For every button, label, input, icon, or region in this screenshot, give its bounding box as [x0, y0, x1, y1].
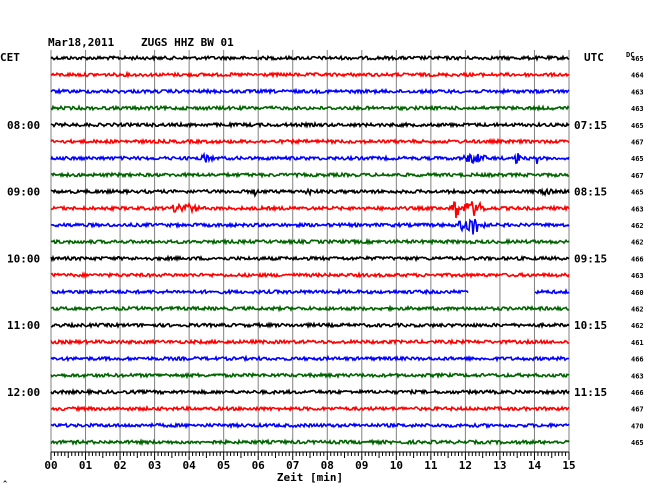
seismic-trace [50, 218, 570, 235]
seismic-trace [50, 87, 570, 96]
dc-value: 462 [631, 306, 644, 314]
dc-value: 465 [631, 155, 644, 163]
seismic-trace [50, 404, 570, 413]
left-hour-label: 09:00 [7, 186, 40, 199]
right-hour-label: 11:15 [574, 386, 607, 399]
seismic-trace [50, 354, 570, 363]
x-tick-label: 15 [562, 459, 575, 472]
seismic-trace [51, 321, 570, 330]
seismic-trace [50, 438, 570, 447]
seismic-trace [50, 237, 570, 246]
minute-grid [50, 50, 570, 452]
dc-value: 467 [631, 406, 644, 414]
x-tick-label: 07 [286, 459, 299, 472]
seismic-trace [50, 70, 570, 79]
dc-value: 463 [631, 372, 644, 380]
corner-mark: ^ [3, 480, 8, 488]
seismic-trace [50, 304, 570, 313]
x-tick-label: 02 [113, 459, 126, 472]
seismic-trace [50, 137, 570, 146]
seismic-trace [50, 54, 570, 62]
left-hour-label: 11:00 [7, 319, 40, 332]
chart-station: ZUGS HHZ BW 01 [141, 36, 234, 49]
left-timezone-label: CET [0, 51, 20, 64]
dc-value: 467 [631, 172, 644, 180]
x-tick-label: 10 [390, 459, 403, 472]
dc-value: 465 [631, 439, 644, 447]
seismic-trace [51, 287, 570, 296]
seismic-trace [50, 271, 570, 280]
dc-value: 463 [631, 272, 644, 280]
dc-value: 460 [631, 289, 644, 297]
right-timezone-label: UTC [584, 51, 604, 64]
seismic-trace [50, 371, 570, 380]
x-tick-label: 05 [217, 459, 230, 472]
dc-value: 465 [631, 122, 644, 130]
seismic-trace [50, 387, 570, 397]
x-tick-label: 11 [424, 459, 438, 472]
dc-value: 466 [631, 356, 644, 364]
dc-value: 461 [631, 339, 644, 347]
dc-value: 467 [631, 139, 644, 147]
seismic-trace [50, 171, 570, 179]
dc-value: 462 [631, 222, 644, 230]
dc-value: 465 [631, 55, 644, 63]
dc-value: 462 [631, 239, 644, 247]
x-tick-label: 13 [493, 459, 506, 472]
dc-value: 463 [631, 88, 644, 96]
dc-value: 462 [631, 322, 644, 330]
seismic-trace [50, 104, 570, 112]
right-hour-label: 10:15 [574, 319, 607, 332]
dc-value: 463 [631, 105, 644, 113]
seismic-trace [50, 151, 570, 165]
x-tick-label: 08 [321, 459, 334, 472]
dc-header-label: DC [626, 51, 634, 59]
seismic-trace [50, 200, 570, 219]
trace-group [50, 54, 570, 447]
dc-value: 466 [631, 255, 644, 263]
right-hour-label: 09:15 [574, 252, 607, 265]
x-tick-label: 03 [148, 459, 161, 472]
left-hour-label: 12:00 [7, 386, 40, 399]
seismic-trace [50, 187, 570, 199]
x-tick-label: 06 [252, 459, 266, 472]
seismic-trace [50, 254, 570, 263]
x-tick-label: 04 [183, 459, 197, 472]
chart-date: Mar18,2011 [48, 36, 115, 49]
x-tick-label: 09 [355, 459, 368, 472]
dc-value: 465 [631, 189, 644, 197]
x-tick-label: 01 [79, 459, 93, 472]
left-hour-label: 10:00 [7, 252, 40, 265]
seismic-trace [50, 337, 570, 346]
seismic-trace [50, 421, 570, 430]
right-hour-label: 07:15 [574, 119, 607, 132]
x-tick-label: 14 [528, 459, 542, 472]
dc-value: 470 [631, 422, 644, 430]
dc-value: 464 [631, 72, 644, 80]
x-axis-title: Zeit [min] [277, 471, 343, 484]
x-tick-label: 12 [459, 459, 472, 472]
right-hour-label: 08:15 [574, 186, 607, 199]
dc-value: 466 [631, 389, 644, 397]
left-hour-label: 08:00 [7, 119, 40, 132]
x-tick-label: 00 [44, 459, 57, 472]
dc-value: 463 [631, 205, 644, 213]
seismic-trace [50, 120, 570, 129]
